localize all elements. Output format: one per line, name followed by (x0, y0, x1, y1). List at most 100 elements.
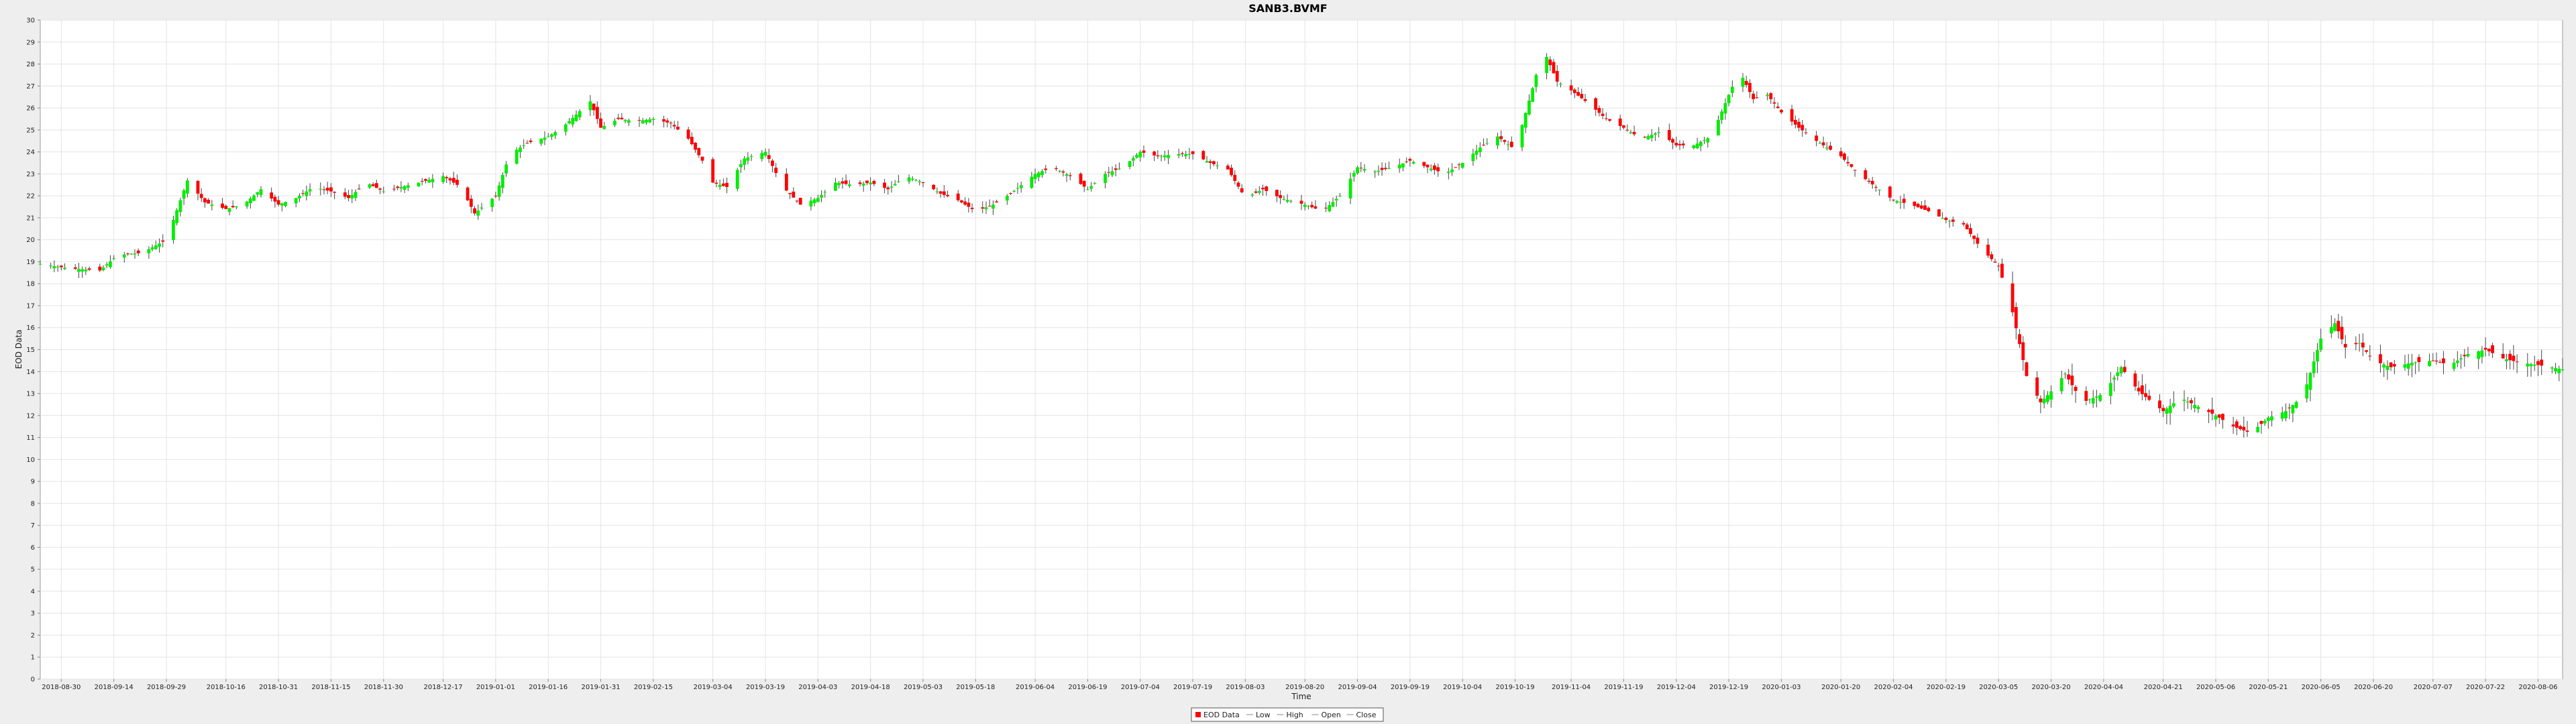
candle-body (1594, 98, 1598, 110)
candle-body (1829, 145, 1832, 150)
candle-body (2379, 354, 2382, 363)
candle-body (568, 121, 571, 124)
candle-body (1068, 175, 1072, 176)
candle-body (448, 178, 452, 181)
candle-body (2417, 357, 2421, 363)
candle-body (1282, 198, 1286, 200)
candle-body (571, 117, 575, 125)
x-tick-label: 2019-03-04 (694, 684, 733, 691)
candle-body (820, 194, 823, 198)
candle-body (2365, 350, 2368, 352)
candle-body (2245, 430, 2249, 432)
candle-body (504, 164, 508, 174)
candle-body (2221, 414, 2224, 420)
legend-swatch (1195, 712, 1201, 717)
candle-body (1944, 217, 1948, 221)
candle-body (2147, 396, 2151, 400)
candle-body (721, 183, 725, 186)
candle-body (2452, 363, 2456, 369)
candle-body (1766, 95, 1769, 97)
candle-body (59, 265, 63, 267)
y-tick-label: 17 (26, 302, 35, 310)
legend: EOD Data Low High Open Close (1191, 707, 1384, 722)
candle-body (161, 240, 165, 242)
candle-body (98, 266, 102, 271)
candle-body (343, 192, 347, 197)
candle-body (2035, 377, 2039, 396)
y-tick-label: 25 (26, 127, 35, 134)
candle-body (203, 198, 207, 202)
candle-body (329, 187, 333, 192)
x-tick-label: 2020-05-21 (2249, 684, 2288, 691)
candle-body (455, 180, 459, 185)
candle-body (1275, 190, 1279, 196)
candle-body (2501, 354, 2505, 359)
candle-body (865, 180, 869, 184)
candle-body (1429, 168, 1433, 170)
candle-body (1976, 237, 1980, 244)
x-tick-label: 2019-11-04 (1552, 684, 1591, 691)
candle-body (126, 253, 129, 255)
candle-body (718, 184, 722, 187)
candle-body (1527, 100, 1531, 115)
candle-body (767, 155, 771, 160)
candle-body (1254, 191, 1258, 193)
candle-body (399, 187, 403, 189)
candle-body (1454, 167, 1458, 168)
candle-body (645, 119, 648, 123)
x-tick-label: 2019-08-03 (1226, 684, 1265, 691)
y-tick-label: 6 (31, 544, 35, 552)
candle-body (1082, 180, 1086, 187)
candle-body (319, 188, 323, 190)
candle-body (1545, 56, 1548, 73)
y-tick-label: 3 (31, 610, 35, 617)
candle-body (967, 202, 971, 207)
candle-body (1058, 170, 1062, 172)
candle-body (2067, 374, 2071, 380)
candle-body (676, 126, 680, 130)
candle-body (2536, 361, 2540, 365)
candle-body (1135, 155, 1138, 158)
candle-body (1849, 164, 1854, 167)
candle-body (231, 206, 235, 208)
candle-body (2133, 373, 2137, 387)
y-tick-label: 30 (26, 17, 35, 25)
candle-body (469, 198, 473, 207)
candle-body (270, 192, 274, 199)
candle-body (1993, 261, 1997, 263)
x-tick-label: 2020-03-20 (2031, 684, 2070, 691)
y-tick-label: 23 (26, 171, 35, 178)
candle-body (1328, 204, 1332, 212)
candle-body (101, 267, 105, 271)
candle-body (1780, 109, 1783, 113)
candle-body (1422, 162, 1426, 166)
candles (38, 53, 2565, 438)
candle-body (1720, 111, 1724, 120)
candle-body (995, 201, 999, 202)
candle-body (2561, 369, 2565, 371)
candle-body (1377, 170, 1381, 172)
candle-body (1261, 188, 1265, 190)
candle-body (2340, 326, 2344, 340)
candle-body (1065, 174, 1069, 176)
candle-body (298, 196, 301, 199)
candle-body (1426, 164, 1430, 168)
candle-body (637, 120, 641, 121)
candle-body (1036, 172, 1040, 178)
candle-body (1061, 171, 1065, 173)
candle-body (1205, 161, 1209, 163)
candle-body (2368, 355, 2372, 357)
candle-body (77, 269, 80, 272)
candle-body (150, 247, 154, 250)
legend-box (1191, 707, 1384, 722)
candle-body (1104, 174, 1107, 184)
candle-body (844, 180, 848, 184)
candle-body (2171, 403, 2176, 407)
candle-body (2316, 350, 2319, 362)
candle-body (809, 200, 813, 206)
candle-body (1474, 150, 1479, 155)
candle-body (2042, 398, 2046, 404)
candle-body (2557, 369, 2561, 373)
candle-body (227, 208, 231, 212)
candle-body (553, 132, 557, 136)
